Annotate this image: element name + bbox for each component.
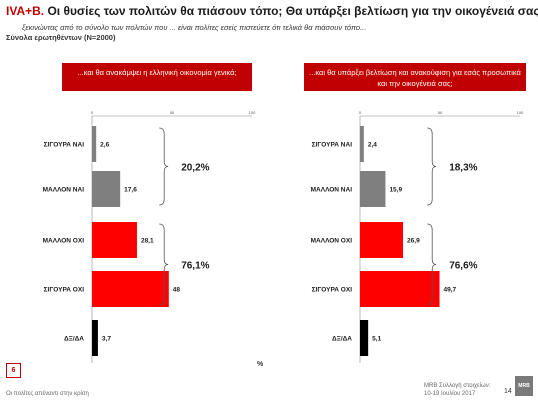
title-text: Οι θυσίες των πολιτών θα πιάσουν τόπο; Θ… [44, 4, 538, 18]
footer-source-line-2: 10-19 Ιουλίου 2017 [424, 391, 476, 397]
bar [92, 222, 137, 258]
footer-source: MRB Συλλογή στοιχείων: 10-19 Ιουλίου 201… [424, 382, 490, 398]
sample-size: Σύνολα ερωτηθέντων (N=2000) [6, 33, 116, 42]
group-total-label: 20,2% [181, 163, 209, 174]
bar [360, 271, 440, 307]
bar [360, 222, 404, 258]
bar [360, 126, 364, 162]
value-label: 2,6 [100, 142, 109, 149]
value-label: 3,7 [102, 336, 111, 343]
category-label: ΜΑΛΛΟΝ ΟΧΙ [311, 238, 353, 245]
category-label: ΔΞ/ΔΑ [64, 336, 84, 343]
bar [92, 271, 169, 307]
slide-number-badge: 6 [6, 363, 21, 378]
chart-2-title-box: ...και θα υπάρξει βελτίωση και ανακούφισ… [304, 63, 526, 91]
group-bracket [427, 127, 437, 206]
bar [92, 320, 98, 356]
footer-source-line-1: MRB Συλλογή στοιχείων: [424, 383, 491, 389]
percent-sign: % [257, 361, 264, 368]
group-bracket [159, 127, 169, 206]
chart-1-plot: 0 50 100 ΣΙΓΟΥΡΑ ΝΑΙ 2,6 ΜΑΛΛΟΝ ΝΑΙ 17,6 ΜΑΛΛΟΝ… [43, 110, 256, 363]
value-label: 26,9 [407, 238, 420, 245]
category-label: ΣΙΓΟΥΡΑ ΟΧΙ [312, 287, 353, 294]
group-total-label: 76,6% [449, 261, 477, 272]
footer-section-title: Οι πολίτες απέναντι στην κρίση [6, 391, 89, 397]
group-bracket [159, 223, 169, 306]
group-total-label: 18,3% [449, 163, 477, 174]
value-label: 2,4 [368, 142, 377, 149]
group-total-label: 76,1% [181, 261, 209, 272]
mrb-logo: MRB [515, 376, 533, 396]
page-title: IVA+B. Οι θυσίες των πολιτών θα πιάσουν … [6, 4, 538, 18]
category-label: ΜΑΛΛΟΝ ΟΧΙ [43, 238, 85, 245]
category-label: ΣΙΓΟΥΡΑ ΝΑΙ [312, 142, 353, 149]
title-code: IVA+B. [6, 4, 45, 18]
x-tick-label: 100 [249, 110, 256, 115]
x-tick-label: 0 [91, 110, 94, 115]
value-label: 17,6 [124, 187, 137, 194]
x-tick-label: 50 [438, 110, 443, 115]
bar [360, 320, 369, 356]
question-subtitle: ξεκινώντας από το σύνολο των πολιτών που… [22, 23, 367, 32]
x-tick-label: 0 [359, 110, 362, 115]
category-label: ΜΑΛΛΟΝ ΝΑΙ [43, 187, 85, 194]
chart-2-plot: 0 50 100 ΣΙΓΟΥΡΑ ΝΑΙ 2,4 ΜΑΛΛΟΝ ΝΑΙ 15,9 ΜΑΛΛΟΝ… [311, 110, 524, 363]
value-label: 5,1 [372, 336, 381, 343]
chart-1-title-box: ...και θα ανακάμψει η ελληνική οικονομία… [62, 63, 252, 91]
x-tick-label: 50 [170, 110, 175, 115]
bar [92, 171, 121, 207]
value-label: 49,7 [444, 287, 457, 294]
value-label: 15,9 [389, 187, 402, 194]
value-label: 48 [173, 287, 181, 294]
bar [92, 126, 97, 162]
page-number: 14 [504, 388, 512, 395]
category-label: ΔΞ/ΔΑ [332, 336, 352, 343]
category-label: ΜΑΛΛΟΝ ΝΑΙ [311, 187, 353, 194]
category-label: ΣΙΓΟΥΡΑ ΝΑΙ [44, 142, 85, 149]
bar [360, 171, 386, 207]
value-label: 28,1 [141, 238, 154, 245]
category-label: ΣΙΓΟΥΡΑ ΟΧΙ [44, 287, 85, 294]
x-tick-label: 100 [517, 110, 524, 115]
